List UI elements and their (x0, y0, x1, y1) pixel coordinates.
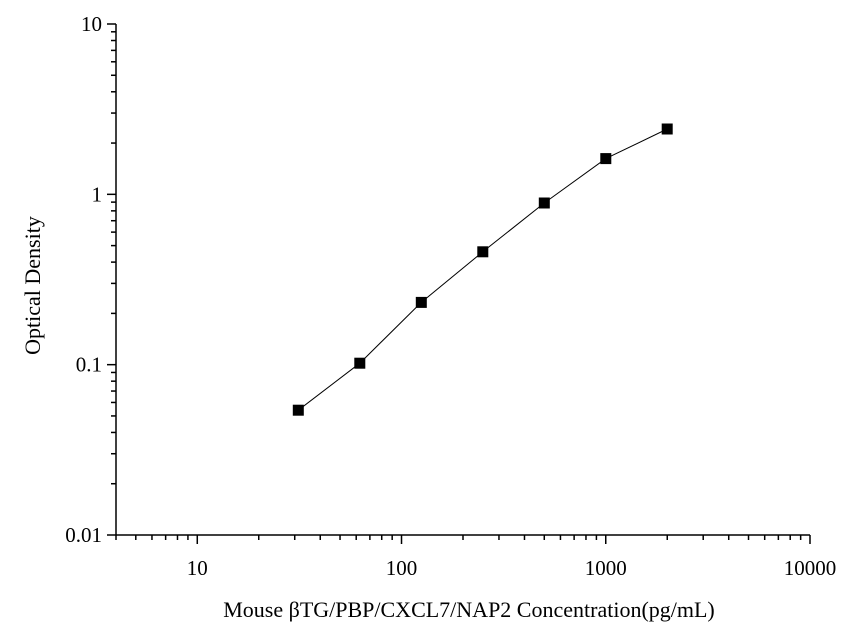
axes: 10 100 1000 10000 0.01 0.1 1 10 (65, 12, 836, 580)
data-point (415, 296, 427, 308)
y-ticks: 0.01 0.1 1 10 (65, 12, 116, 547)
x-ticks: 10 100 1000 10000 (115, 535, 837, 580)
data-point (354, 357, 366, 369)
y-tick-label: 10 (81, 12, 102, 36)
plot-area (292, 123, 673, 416)
y-axis-title: Optical Density (20, 216, 45, 355)
x-tick-label: 1000 (585, 556, 627, 580)
data-point (477, 246, 489, 258)
series-line (297, 128, 668, 411)
data-point (600, 153, 612, 165)
y-tick-label: 0.01 (65, 523, 102, 547)
y-tick-label: 1 (92, 182, 103, 206)
x-tick-label: 10000 (784, 556, 837, 580)
x-tick-label: 10 (187, 556, 208, 580)
data-point (538, 197, 550, 209)
y-tick-label: 0.1 (76, 353, 102, 377)
data-point (292, 404, 304, 416)
x-tick-label: 100 (386, 556, 418, 580)
x-axis-title: Mouse βTG/PBP/CXCL7/NAP2 Concentration(p… (223, 597, 715, 622)
data-point (661, 123, 673, 135)
